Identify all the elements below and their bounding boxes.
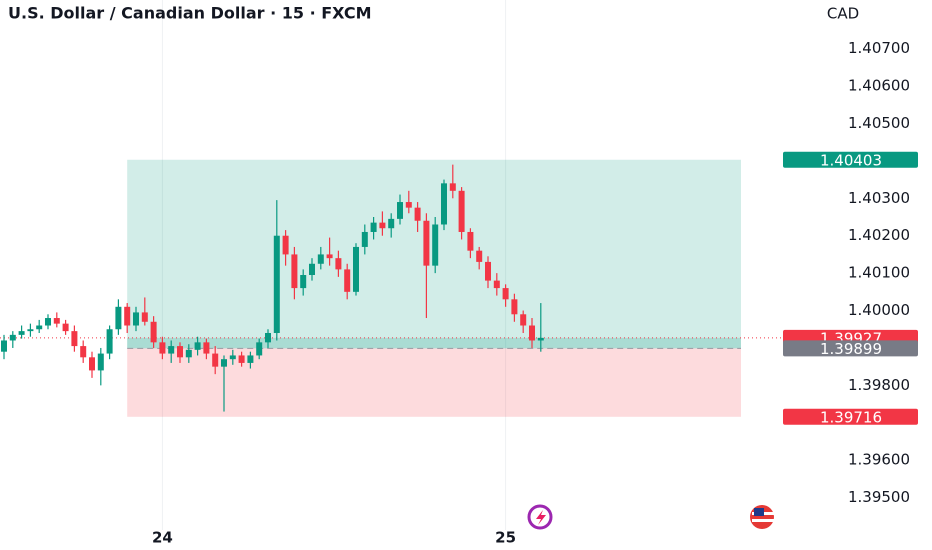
candle-body <box>115 306 122 330</box>
candle-body <box>300 275 307 289</box>
candle-body <box>168 346 175 354</box>
y-tick-label: 1.39500 <box>848 488 910 506</box>
y-tick-label: 1.39800 <box>848 376 910 394</box>
candle-body <box>62 323 69 332</box>
candle-body <box>493 280 500 289</box>
candle-body <box>449 183 456 191</box>
candle-body <box>185 349 192 358</box>
candle-body <box>221 359 227 367</box>
candle-body <box>212 353 219 367</box>
candle-body <box>45 318 51 326</box>
candle-body <box>361 231 368 247</box>
entry-label: 1.39899 <box>820 340 882 358</box>
y-tick-label: 1.40000 <box>848 301 910 319</box>
candle-body <box>432 224 439 266</box>
candle-body <box>485 261 491 281</box>
candle-body <box>150 321 157 343</box>
candle-body <box>529 325 535 341</box>
candle-body <box>537 337 544 341</box>
candle-body <box>397 202 403 219</box>
candle-body <box>27 329 34 332</box>
candle-body <box>247 355 254 363</box>
candle-body <box>273 235 280 333</box>
candle-body <box>159 342 166 354</box>
plot: 24 25 1.39500 1.39600 1.39800 1.40000 1.40100 1… <box>0 0 918 547</box>
candle-body <box>229 355 236 360</box>
candle-body <box>441 183 447 225</box>
candle-body <box>1 340 7 352</box>
take-profit-label-box <box>783 151 918 168</box>
candle-body <box>511 299 518 315</box>
candle-body <box>97 353 104 371</box>
x-tick-label: 24 <box>152 529 173 547</box>
stop-loss-label-box <box>783 408 918 425</box>
candle-body <box>344 269 351 292</box>
candle-body <box>335 258 342 270</box>
y-tick-label: 1.40500 <box>848 114 910 132</box>
candle-body <box>71 331 78 347</box>
candle-body <box>353 246 359 292</box>
candle-body <box>256 342 263 356</box>
candle-body <box>467 231 474 251</box>
candle-body <box>326 254 333 259</box>
y-tick-label: 1.39600 <box>848 451 910 469</box>
y-tick-label: 1.40600 <box>848 77 910 95</box>
candle-body <box>379 222 386 229</box>
x-tick-label: 25 <box>495 529 516 547</box>
candle-body <box>282 235 289 255</box>
candle-body <box>405 202 412 208</box>
loss-zone <box>127 348 741 417</box>
candle-body <box>238 355 245 363</box>
candle-body <box>370 222 377 232</box>
candle-body <box>194 342 201 350</box>
stop-loss-label: 1.39716 <box>820 408 882 426</box>
candle-body <box>53 318 60 324</box>
candle-body <box>291 254 298 289</box>
candle-body <box>317 254 324 264</box>
candle-body <box>36 325 43 330</box>
chart-title: U.S. Dollar / Canadian Dollar · 15 · FXC… <box>8 4 372 23</box>
y-tick-label: 1.40300 <box>848 189 910 207</box>
candle-body <box>124 306 131 326</box>
candle-body <box>141 312 148 322</box>
entry-label-box <box>783 340 918 357</box>
candle-body <box>265 332 271 343</box>
candle-body <box>458 190 465 232</box>
candle-body <box>80 346 87 358</box>
candle-body <box>476 250 483 262</box>
candle-body <box>18 331 25 335</box>
candle-body <box>423 220 430 266</box>
candle-body <box>309 263 315 275</box>
candle-body <box>133 312 139 326</box>
candle-body <box>388 218 395 229</box>
y-tick-label: 1.40100 <box>848 264 910 282</box>
flag-icon[interactable] <box>750 505 774 529</box>
candle-body <box>89 357 95 371</box>
candle-body <box>177 346 183 358</box>
currency-label: CAD <box>827 5 859 23</box>
candle-body <box>414 207 421 221</box>
candle-body <box>520 314 527 326</box>
candle-body <box>203 342 210 354</box>
take-profit-label: 1.40403 <box>820 151 882 169</box>
candle-body <box>502 288 509 300</box>
y-tick-label: 1.40200 <box>848 226 910 244</box>
candle-body <box>9 334 16 341</box>
y-tick-label: 1.40700 <box>848 39 910 57</box>
event-icon[interactable] <box>527 504 553 530</box>
open-pnl-zone <box>127 337 741 349</box>
candle-body <box>106 329 113 354</box>
